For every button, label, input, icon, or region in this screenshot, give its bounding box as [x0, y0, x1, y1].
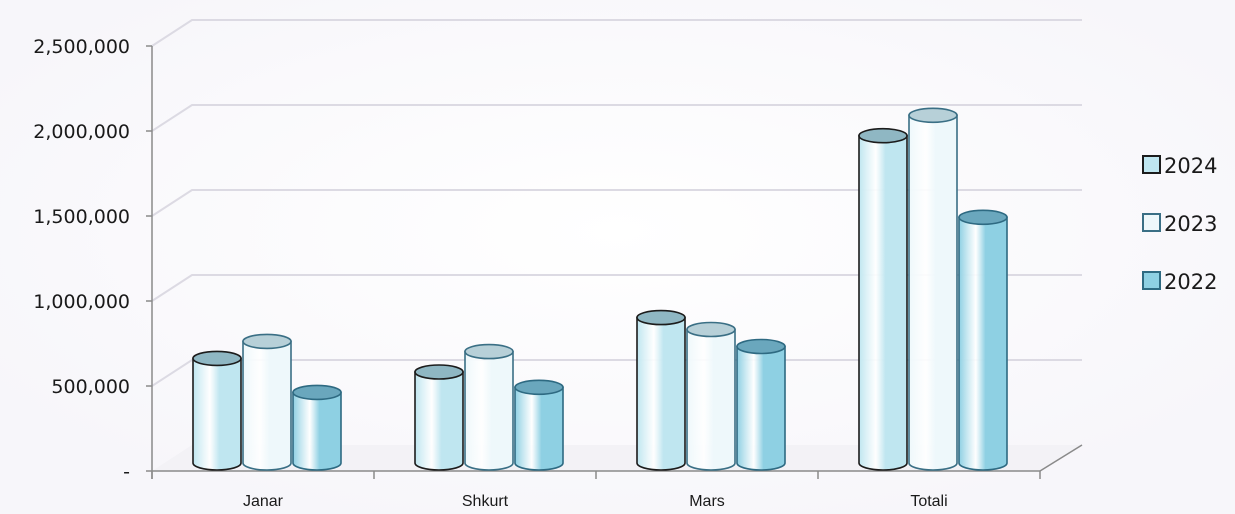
bar-top-cap [414, 364, 464, 380]
bar-top-cap [736, 338, 786, 355]
legend-label: 2022 [1164, 270, 1217, 294]
bar-series [192, 107, 1008, 471]
bar-top-cap [464, 343, 514, 360]
bar-shkurt-2023 [464, 343, 514, 471]
legend-item-2023: 2023 [1142, 212, 1217, 236]
bar-janar-2022 [292, 384, 342, 471]
bar-top-cap [686, 321, 736, 338]
bar-body [414, 371, 464, 471]
legend-item-2024: 2024 [1142, 154, 1217, 178]
x-tick-label: Mars [689, 493, 725, 510]
x-tick-label: Totali [910, 493, 947, 510]
bar-totali-2024 [858, 127, 908, 471]
bar-mars-2024 [636, 309, 686, 471]
bar-body [242, 340, 292, 471]
bar-body [636, 316, 686, 471]
floor-edge [1039, 444, 1083, 472]
x-axis-labels: Janar Shkurt Mars Totali [243, 493, 948, 510]
y-axis-ticks: - 500,000 1,000,000 1,500,000 2,000,000 2,500… [33, 36, 152, 483]
y-tick-label: 500,000 [51, 376, 130, 398]
legend-swatch [1142, 213, 1161, 232]
bar-janar-2024 [192, 350, 242, 471]
bar-mars-2023 [686, 321, 736, 471]
legend-label: 2024 [1164, 154, 1217, 178]
bar-shkurt-2022 [514, 379, 564, 471]
bar-body [514, 386, 564, 471]
legend-swatch [1142, 271, 1161, 290]
y-tick-label: - [123, 461, 130, 483]
bar-body [292, 391, 342, 471]
bar-top-cap [636, 309, 686, 326]
bar-shkurt-2024 [414, 364, 464, 471]
bar-mars-2022 [736, 338, 786, 471]
gridline [151, 189, 1082, 217]
legend: 2024 2023 2022 [1142, 154, 1217, 294]
gridline [151, 274, 1082, 302]
chart-walls [152, 445, 1082, 471]
bar-body [736, 345, 786, 471]
legend-swatch [1142, 155, 1161, 174]
bar-top-cap [292, 384, 342, 401]
bar-janar-2023 [242, 333, 292, 471]
y-tick-label: 2,000,000 [33, 121, 130, 143]
legend-item-2022: 2022 [1142, 270, 1217, 294]
axes [151, 46, 1083, 479]
y-tick-label: 1,000,000 [33, 291, 130, 313]
y-tick-label: 2,500,000 [33, 36, 130, 58]
bar-body [958, 216, 1008, 471]
bar-top-cap [858, 127, 908, 144]
bar-top-cap [192, 350, 242, 367]
bar-body [858, 134, 908, 471]
bar-top-cap [514, 379, 564, 396]
chart-floor [152, 445, 1082, 471]
bar-top-cap [242, 333, 292, 350]
x-tick-label: Janar [243, 493, 284, 510]
bar-top-cap [908, 107, 958, 124]
legend-label: 2023 [1164, 212, 1217, 236]
bar-body [908, 114, 958, 471]
bar-body [464, 350, 514, 471]
bar-top-cap [958, 209, 1008, 226]
x-tick-label: Shkurt [462, 493, 509, 510]
bar-body [192, 357, 242, 471]
bar-body [686, 328, 736, 471]
gridline [151, 19, 1082, 47]
bar-totali-2022 [958, 209, 1008, 471]
bar-totali-2023 [908, 107, 958, 471]
gridline [151, 104, 1082, 132]
y-tick-label: 1,500,000 [33, 206, 130, 228]
